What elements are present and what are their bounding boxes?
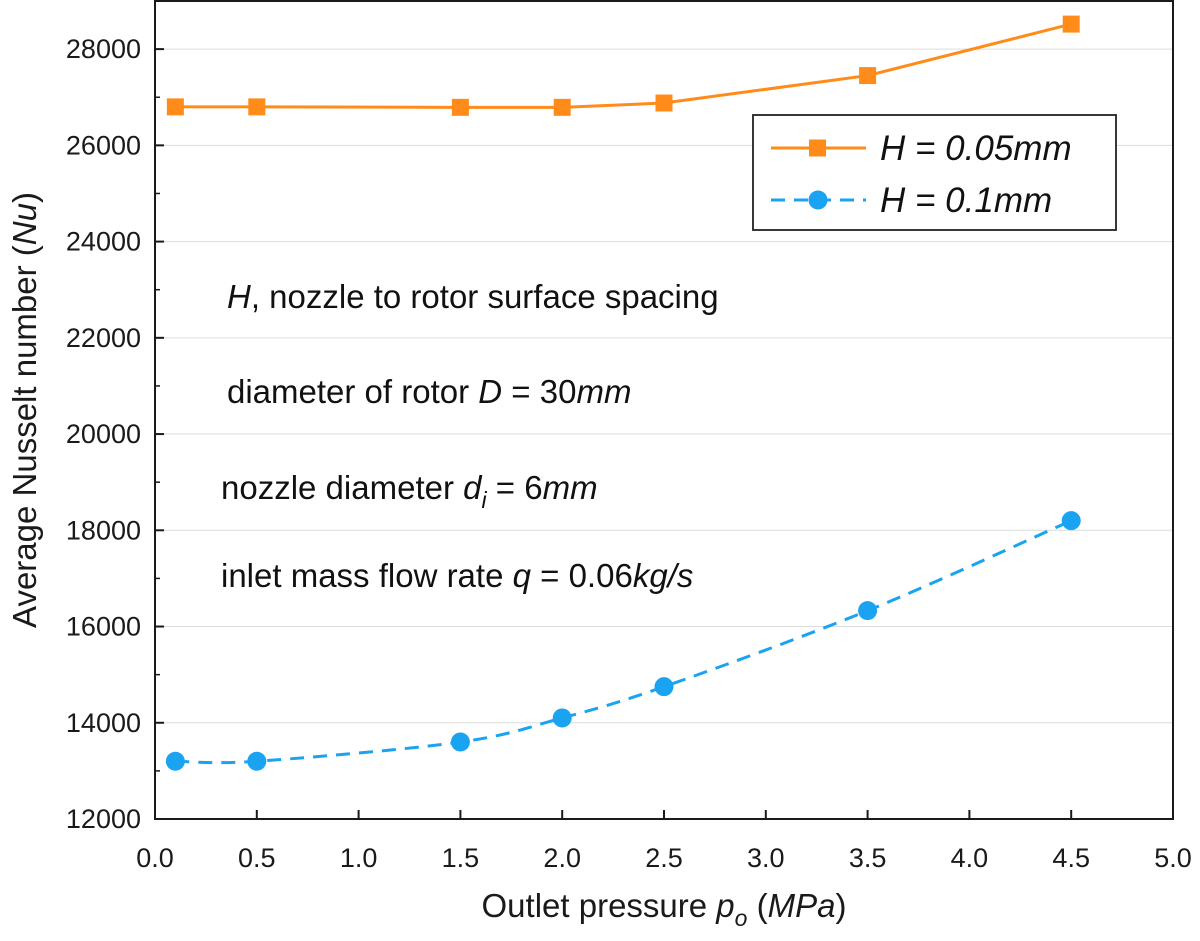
- annotation-text: i: [481, 487, 487, 513]
- x-axis-title-sub: o: [735, 905, 748, 931]
- legend-label: H = 0.05mm: [880, 129, 1072, 168]
- annotation-text: mm: [576, 373, 631, 410]
- data-point: [553, 98, 571, 116]
- data-point: [859, 67, 877, 85]
- series-1: [166, 15, 1080, 116]
- annotation-text: inlet mass flow rate: [221, 557, 513, 594]
- x-tick-label: 4.5: [1052, 843, 1090, 873]
- x-tick-label: 5.0: [1154, 843, 1192, 873]
- legend-entry-1: H = 0.05mm: [771, 129, 1072, 168]
- data-point: [166, 98, 184, 116]
- y-tick-label: 24000: [66, 227, 141, 257]
- y-tick-label: 12000: [66, 804, 141, 834]
- legend: H = 0.05mm H = 0.1mm: [752, 114, 1117, 231]
- data-point: [451, 98, 469, 116]
- annotation-text: d: [463, 469, 483, 506]
- data-point: [858, 601, 878, 621]
- annotation-text: = 6: [487, 469, 543, 506]
- data-point: [450, 732, 470, 752]
- data-point: [165, 751, 185, 771]
- x-tick-label: 4.0: [951, 843, 989, 873]
- annotation-text: = 0.06: [531, 557, 633, 594]
- x-axis-title-paren-close: ): [835, 887, 846, 924]
- series-line: [175, 519, 1072, 765]
- annotation-text: mm: [543, 469, 598, 506]
- legend-marker: [809, 139, 826, 157]
- series-layer: [165, 15, 1081, 771]
- data-point: [655, 94, 673, 112]
- annotation-rotor: diameter of rotor D = 30mm: [227, 373, 631, 410]
- data-point: [1061, 511, 1081, 531]
- y-tick-label: 16000: [66, 612, 141, 642]
- annotations: H, nozzle to rotor surface spacing diamet…: [221, 278, 719, 594]
- annotation-spacing: H, nozzle to rotor surface spacing: [227, 278, 719, 315]
- x-tick-label: 1.0: [340, 843, 378, 873]
- data-point: [248, 98, 266, 116]
- annotation-nozzle: nozzle diameter di = 6mm: [221, 469, 598, 513]
- x-tick-label: 0.0: [136, 843, 174, 873]
- y-axis-title: Average Nusselt number (Nu): [6, 192, 43, 628]
- x-axis-title: Outlet pressure po (MPa): [482, 887, 847, 931]
- y-tick-label: 14000: [66, 708, 141, 738]
- annotation-text: , nozzle to rotor surface spacing: [251, 278, 719, 315]
- annotation-text: nozzle diameter: [221, 469, 463, 506]
- annotation-text: D: [478, 373, 502, 410]
- x-tick-label: 1.5: [442, 843, 480, 873]
- x-tick-label: 0.5: [238, 843, 276, 873]
- data-point: [247, 751, 267, 771]
- legend-label: H = 0.1mm: [880, 181, 1052, 220]
- annotation-text: = 30: [502, 373, 576, 410]
- x-tick-label: 3.0: [747, 843, 785, 873]
- y-tick-label: 26000: [66, 130, 141, 160]
- x-axis-title-var: p: [715, 887, 734, 924]
- x-axis-title-paren-open: (: [747, 887, 767, 924]
- annotation-text: H: [227, 278, 251, 315]
- x-axis-title-unit: MPa: [768, 887, 836, 924]
- x-tick-label: 2.5: [645, 843, 683, 873]
- legend-entries: H = 0.05mm H = 0.1mm: [771, 129, 1072, 220]
- y-tick-label: 18000: [66, 515, 141, 545]
- y-tick-label: 22000: [66, 323, 141, 353]
- annotation-text: q: [513, 557, 532, 594]
- legend-box: [752, 114, 1117, 231]
- data-point: [1062, 15, 1080, 33]
- y-axis-title-suffix: ): [6, 192, 43, 203]
- annotation-text: diameter of rotor: [227, 373, 478, 410]
- x-tick-label: 2.0: [543, 843, 581, 873]
- y-tick-label: 20000: [66, 419, 141, 449]
- data-point: [654, 677, 674, 697]
- series-2: [165, 511, 1081, 771]
- annotation-flow: inlet mass flow rate q = 0.06kg/s: [221, 557, 693, 594]
- data-point: [552, 708, 572, 728]
- legend-marker: [808, 190, 828, 210]
- y-axis-title-var: Nu: [6, 203, 43, 245]
- axis-ticks: 12000 14000 16000 18000 20000 22000 24000 26000…: [66, 34, 1192, 873]
- y-axis-title-prefix: Average Nusselt number (: [6, 245, 43, 628]
- x-axis-title-prefix: Outlet pressure: [482, 887, 717, 924]
- annotation-text: kg/s: [633, 557, 694, 594]
- x-tick-label: 3.5: [849, 843, 887, 873]
- legend-entry-2: H = 0.1mm: [771, 181, 1052, 220]
- y-tick-label: 28000: [66, 34, 141, 64]
